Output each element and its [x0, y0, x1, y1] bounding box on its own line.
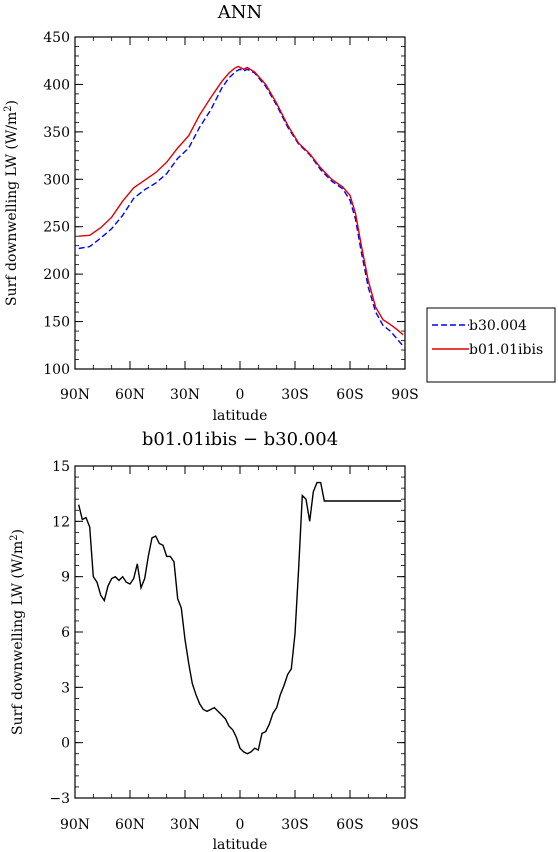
y-tick-label: 9 — [61, 570, 70, 586]
x-axis-label: latitude — [213, 837, 268, 852]
x-tick-label: 90N — [60, 387, 90, 403]
series-line-b30-004 — [78, 68, 404, 347]
legend-label: b30.004 — [469, 318, 527, 334]
series-line-b01-01ibis — [78, 65, 404, 336]
chart-panel-2: b01.01ibis − b30.004 −3 0 3 6 9 12 15 90N 60N 30N 0… — [9, 429, 419, 852]
legend: b30.004 b01.01ibis — [426, 307, 556, 383]
x-tick-label: 0 — [236, 817, 245, 833]
x-tick-label: 30S — [281, 817, 308, 833]
x-tick-label: 60S — [336, 387, 363, 403]
y-tick-label: 15 — [52, 459, 70, 475]
x-tick-label: 90N — [60, 817, 90, 833]
plot-frame — [74, 36, 406, 370]
y-tick-label: 250 — [43, 220, 70, 236]
series-line-1 — [78, 481, 402, 755]
y-axis-label: Surf downwelling LW (W/m2) — [3, 100, 20, 306]
y-tick-label: 400 — [43, 77, 70, 93]
chart-title: ANN — [217, 2, 263, 23]
x-tick-label: 0 — [236, 387, 245, 403]
y-tick-label: 300 — [43, 172, 70, 188]
legend-box — [426, 307, 556, 383]
y-tick-label: 150 — [43, 315, 70, 331]
x-tick-label: 60N — [115, 387, 145, 403]
y-tick-label: 450 — [43, 30, 70, 46]
x-tick-label: 60N — [115, 817, 145, 833]
y-tick-label: 6 — [61, 625, 70, 641]
chart-panel-1: ANN 100 150 200 250 300 350 400 450 90N 60N 30N 0 30S… — [3, 2, 556, 424]
y-tick-label: 3 — [61, 680, 70, 696]
x-axis-label: latitude — [213, 408, 268, 424]
y-tick-label: 12 — [52, 514, 70, 530]
y-axis-label: Surf downwelling LW (W/m2) — [9, 529, 26, 735]
chart-title: b01.01ibis − b30.004 — [142, 429, 338, 450]
x-tick-label: 90S — [391, 387, 418, 403]
y-tick-label: 200 — [43, 267, 70, 283]
x-tick-label: 30N — [170, 817, 200, 833]
y-tick-label: 350 — [43, 125, 70, 141]
x-tick-label: 30S — [281, 387, 308, 403]
x-tick-label: 90S — [391, 817, 418, 833]
y-tick-label: −3 — [49, 791, 70, 807]
x-tick-label: 60S — [336, 817, 363, 833]
y-tick-label: 0 — [61, 736, 70, 752]
legend-label: b01.01ibis — [469, 342, 543, 358]
y-tick-label: 100 — [43, 362, 70, 378]
x-tick-label: 30N — [170, 387, 200, 403]
